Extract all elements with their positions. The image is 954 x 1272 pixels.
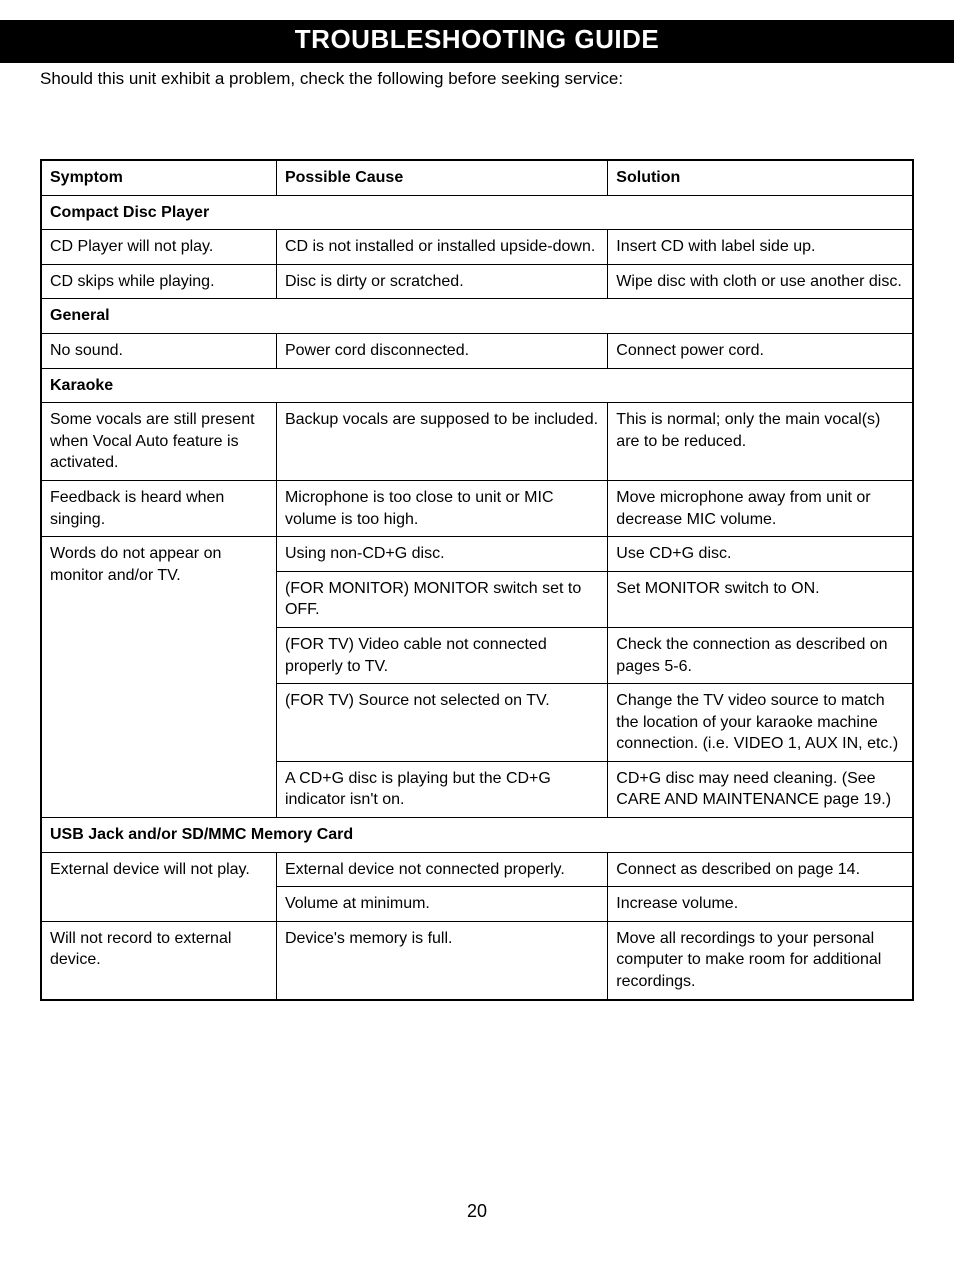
- cell-cause: External device not connected properly.: [276, 852, 607, 887]
- page-title: TROUBLESHOOTING GUIDE: [0, 20, 954, 63]
- header-solution: Solution: [608, 160, 913, 195]
- cell-cause: (FOR TV) Video cable not connected prope…: [276, 627, 607, 683]
- troubleshooting-table: Symptom Possible Cause Solution Compact …: [40, 159, 914, 1001]
- cell-solution: Increase volume.: [608, 887, 913, 922]
- cell-symptom: CD skips while playing.: [41, 264, 276, 299]
- cell-symptom: External device will not play.: [41, 852, 276, 921]
- cell-solution: Set MONITOR switch to ON.: [608, 571, 913, 627]
- table-row: External device will not play. External …: [41, 852, 913, 887]
- cell-solution: Insert CD with label side up.: [608, 230, 913, 265]
- cell-cause: Device's memory is full.: [276, 921, 607, 999]
- table-row: Words do not appear on monitor and/or TV…: [41, 537, 913, 572]
- cell-cause: Volume at minimum.: [276, 887, 607, 922]
- cell-solution: Use CD+G disc.: [608, 537, 913, 572]
- table-row: CD Player will not play. CD is not insta…: [41, 230, 913, 265]
- cell-cause: (FOR TV) Source not selected on TV.: [276, 684, 607, 762]
- cell-cause: Backup vocals are supposed to be include…: [276, 403, 607, 481]
- table-row: No sound. Power cord disconnected. Conne…: [41, 333, 913, 368]
- table-row: Will not record to external device. Devi…: [41, 921, 913, 999]
- intro-text: Should this unit exhibit a problem, chec…: [40, 69, 914, 89]
- cell-cause: Microphone is too close to unit or MIC v…: [276, 480, 607, 536]
- cell-symptom: Will not record to external device.: [41, 921, 276, 999]
- section-title-usb: USB Jack and/or SD/MMC Memory Card: [41, 818, 913, 853]
- cell-solution: Change the TV video source to match the …: [608, 684, 913, 762]
- cell-solution: This is normal; only the main vocal(s) a…: [608, 403, 913, 481]
- table-header-row: Symptom Possible Cause Solution: [41, 160, 913, 195]
- table-row: Feedback is heard when singing. Micropho…: [41, 480, 913, 536]
- cell-symptom: Some vocals are still present when Vocal…: [41, 403, 276, 481]
- cell-cause: CD is not installed or installed upside-…: [276, 230, 607, 265]
- cell-cause: Disc is dirty or scratched.: [276, 264, 607, 299]
- cell-solution: Move microphone away from unit or decrea…: [608, 480, 913, 536]
- cell-symptom: Words do not appear on monitor and/or TV…: [41, 537, 276, 818]
- cell-symptom: No sound.: [41, 333, 276, 368]
- cell-solution: Wipe disc with cloth or use another disc…: [608, 264, 913, 299]
- header-symptom: Symptom: [41, 160, 276, 195]
- table-row: Some vocals are still present when Vocal…: [41, 403, 913, 481]
- cell-solution: Connect power cord.: [608, 333, 913, 368]
- cell-cause: (FOR MONITOR) MONITOR switch set to OFF.: [276, 571, 607, 627]
- cell-cause: Using non-CD+G disc.: [276, 537, 607, 572]
- cell-cause: Power cord disconnected.: [276, 333, 607, 368]
- header-cause: Possible Cause: [276, 160, 607, 195]
- section-row-cdp: Compact Disc Player: [41, 195, 913, 230]
- cell-solution: Check the connection as described on pag…: [608, 627, 913, 683]
- cell-symptom: Feedback is heard when singing.: [41, 480, 276, 536]
- section-title-karaoke: Karaoke: [41, 368, 913, 403]
- table-row: CD skips while playing. Disc is dirty or…: [41, 264, 913, 299]
- cell-solution: CD+G disc may need cleaning. (See CARE A…: [608, 761, 913, 817]
- section-title-general: General: [41, 299, 913, 334]
- cell-solution: Move all recordings to your personal com…: [608, 921, 913, 999]
- section-row-usb: USB Jack and/or SD/MMC Memory Card: [41, 818, 913, 853]
- section-title-cdp: Compact Disc Player: [41, 195, 913, 230]
- page-number: 20: [40, 1201, 914, 1222]
- cell-symptom: CD Player will not play.: [41, 230, 276, 265]
- section-row-karaoke: Karaoke: [41, 368, 913, 403]
- cell-cause: A CD+G disc is playing but the CD+G indi…: [276, 761, 607, 817]
- section-row-general: General: [41, 299, 913, 334]
- cell-solution: Connect as described on page 14.: [608, 852, 913, 887]
